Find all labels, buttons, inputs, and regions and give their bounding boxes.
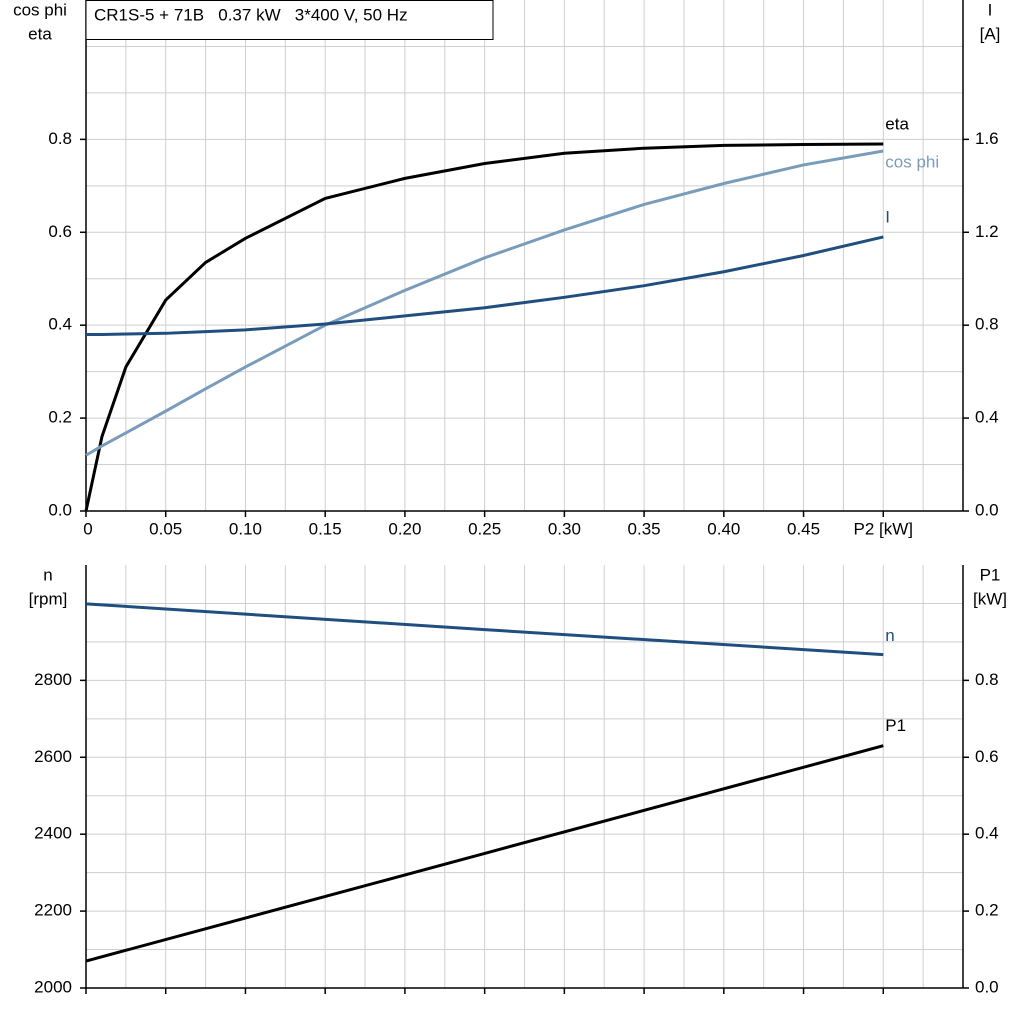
series-line (85, 149, 884, 457)
y2-tick-label: 0.6 (975, 747, 999, 766)
y-tick-label: 0.0 (48, 500, 72, 519)
y2-tick-label: 0.4 (975, 824, 999, 843)
x-tick-label: 0.40 (707, 519, 740, 538)
series-line (86, 235, 884, 336)
y-tick-label: 2600 (34, 747, 72, 766)
y-axis-label: eta (28, 24, 52, 43)
y2-tick-label: 1.2 (975, 222, 999, 241)
series-label: P1 (885, 716, 906, 735)
y-tick-label: 0.6 (48, 222, 72, 241)
series-label: I (885, 207, 890, 226)
x-tick-label: 0.25 (468, 519, 501, 538)
title-box (85, 0, 494, 40)
y2-axis-label: P1 (980, 565, 1001, 584)
x-tick-label: 0.45 (787, 519, 820, 538)
x-tick-label: P2 [kW] (854, 519, 914, 538)
series-line (84, 142, 884, 512)
y2-axis-label: [A] (980, 24, 1001, 43)
y2-axis-label: I (988, 0, 993, 19)
x-tick-label: 0.10 (229, 519, 262, 538)
x-tick-label: 0.35 (628, 519, 661, 538)
x-tick-label: 0.05 (149, 519, 182, 538)
y-axis-label: cos phi (13, 0, 67, 19)
series-line (85, 602, 884, 657)
y-tick-label: 0.2 (48, 408, 72, 427)
series-line (85, 744, 884, 963)
y2-tick-label: 0.2 (975, 901, 999, 920)
y-tick-label: 0.8 (48, 129, 72, 148)
y-tick-label: 2200 (34, 901, 72, 920)
series-label: n (885, 626, 894, 645)
y2-tick-label: 0.8 (975, 315, 999, 334)
y-axis-label: n (43, 565, 52, 584)
y2-tick-label: 0.8 (975, 670, 999, 689)
y-tick-label: 2800 (34, 670, 72, 689)
x-tick-label: 0.20 (388, 519, 421, 538)
y2-tick-label: 0.0 (975, 977, 999, 996)
y2-tick-label: 0.4 (975, 408, 999, 427)
x-tick-label: 0.15 (309, 519, 342, 538)
chart-title: CR1S-5 + 71B 0.37 kW 3*400 V, 50 Hz (94, 5, 408, 24)
y-tick-label: 2000 (34, 977, 72, 996)
series-label: cos phi (885, 152, 939, 171)
y2-axis-label: [kW] (973, 589, 1007, 608)
series-label: eta (885, 114, 909, 133)
y-tick-label: 0.4 (48, 315, 72, 334)
y2-tick-label: 0.0 (975, 500, 999, 519)
y-tick-label: 2400 (34, 824, 72, 843)
y2-tick-label: 1.6 (975, 129, 999, 148)
y-axis-label: [rpm] (29, 589, 68, 608)
x-tick-label: 0 (83, 519, 92, 538)
x-tick-label: 0.30 (548, 519, 581, 538)
